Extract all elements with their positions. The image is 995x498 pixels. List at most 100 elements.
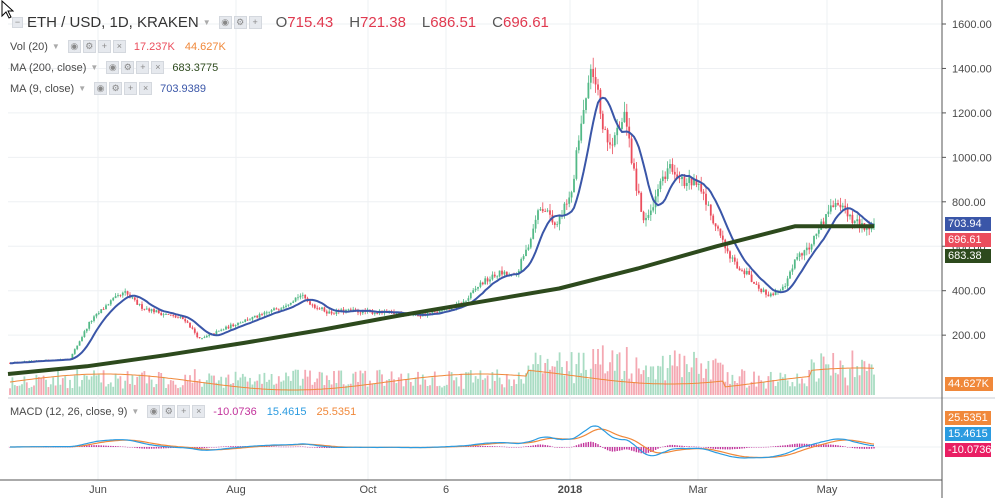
volume-bar [23,376,26,395]
candle-body [817,229,820,234]
chevron-down-icon[interactable]: ▼ [131,407,140,416]
volume-bar [215,382,218,395]
ma200-label[interactable]: MA (200, close) [10,61,87,74]
candle-body [532,228,535,239]
add-icon[interactable]: + [124,82,138,95]
volume-bar [335,383,338,395]
macd-hist-bar [474,446,477,447]
chevron-down-icon[interactable]: ▼ [202,18,211,27]
candle-body [635,168,638,191]
macd-line-tag: 15.4615 [945,427,991,441]
candle-body [856,219,859,222]
close-icon[interactable]: × [192,405,206,418]
volume-bar [479,370,482,395]
volume-bar [781,377,784,395]
volume-bar [388,379,391,395]
add-icon[interactable]: + [97,40,111,53]
eye-icon[interactable]: ◉ [218,16,232,29]
candle-body [419,316,422,317]
settings-icon[interactable]: ⚙ [121,61,135,74]
volume-bar [292,370,295,395]
settings-icon[interactable]: ⚙ [109,82,123,95]
eye-icon[interactable]: ◉ [147,405,161,418]
add-icon[interactable]: + [177,405,191,418]
volume-bar [472,382,475,395]
volume-bar [313,382,316,395]
volume-bar [174,384,177,395]
close-icon[interactable]: × [139,82,153,95]
macd-hist-bar [124,446,126,448]
macd-hist-bar [676,445,678,447]
candle-body [784,286,787,287]
eye-icon[interactable]: ◉ [94,82,108,95]
candlesticks [9,57,875,364]
candle-body [121,292,124,296]
macd-label[interactable]: MACD (12, 26, close, 9) [10,405,128,418]
volume-bar [801,378,803,395]
volume-bar [817,378,820,395]
volume-bar [95,375,98,395]
chevron-down-icon[interactable]: ▼ [51,42,60,51]
candle-body [133,297,136,300]
macd-hist-bar [520,446,522,448]
candle-body [203,337,206,339]
macd-hist-bar [546,445,549,447]
add-icon[interactable]: + [136,61,150,74]
candle-body [429,313,431,314]
candle-body [431,311,434,314]
macd-hist-bar [556,447,558,448]
candle-body [76,345,79,350]
volume-bar [563,375,566,395]
collapse-icon[interactable]: − [12,17,23,28]
volume-bar [520,379,523,395]
volume-bar [126,371,129,395]
x-tick-label: Aug [226,484,246,496]
chevron-down-icon[interactable]: ▼ [90,63,99,72]
candle-body [273,308,275,311]
volume-bar [263,372,266,395]
macd-hist-bar [136,447,138,449]
candle-body [774,291,777,295]
macd-hist-bar [578,444,580,447]
eye-icon[interactable]: ◉ [67,40,81,53]
macd-hist-bar [736,447,738,450]
close-icon[interactable]: × [151,61,165,74]
candle-body [201,338,203,339]
ma9-label[interactable]: MA (9, close) [10,82,75,95]
macd-hist-bar [803,443,806,447]
candle-body [489,279,491,282]
macd-hist-bar [854,447,856,449]
add-icon[interactable]: + [248,16,262,29]
macd-hist-bar [494,446,496,447]
macd-line [10,425,875,459]
candle-body [642,211,645,221]
candle-body [304,294,307,299]
candle-body [753,281,755,284]
macd-hist-bar [112,445,114,447]
settings-icon[interactable]: ⚙ [233,16,247,29]
volume-bar [345,385,347,395]
candle-body [633,163,635,169]
volume-bar [52,377,55,395]
macd-hist-bar [486,446,489,447]
candle-body [309,301,311,305]
volume-bar [594,364,597,395]
close-icon[interactable]: × [112,40,126,53]
vol-label[interactable]: Vol (20) [10,40,48,53]
volume-bar [815,381,818,395]
volume-bar [501,384,503,395]
volume-bar [66,388,69,395]
volume-bar [155,384,158,395]
macd-hist-bar [642,447,645,454]
settings-icon[interactable]: ⚙ [162,405,176,418]
candle-body [745,270,748,275]
eye-icon[interactable]: ◉ [106,61,120,74]
macd-hist-bar [90,445,93,447]
volume-bar [402,386,405,395]
macd-hist-bar [558,447,561,448]
candle-body [352,309,355,311]
symbol-title[interactable]: ETH / USD, 1D, KRAKEN [27,14,199,31]
settings-icon[interactable]: ⚙ [82,40,96,53]
chevron-down-icon[interactable]: ▼ [78,84,87,93]
